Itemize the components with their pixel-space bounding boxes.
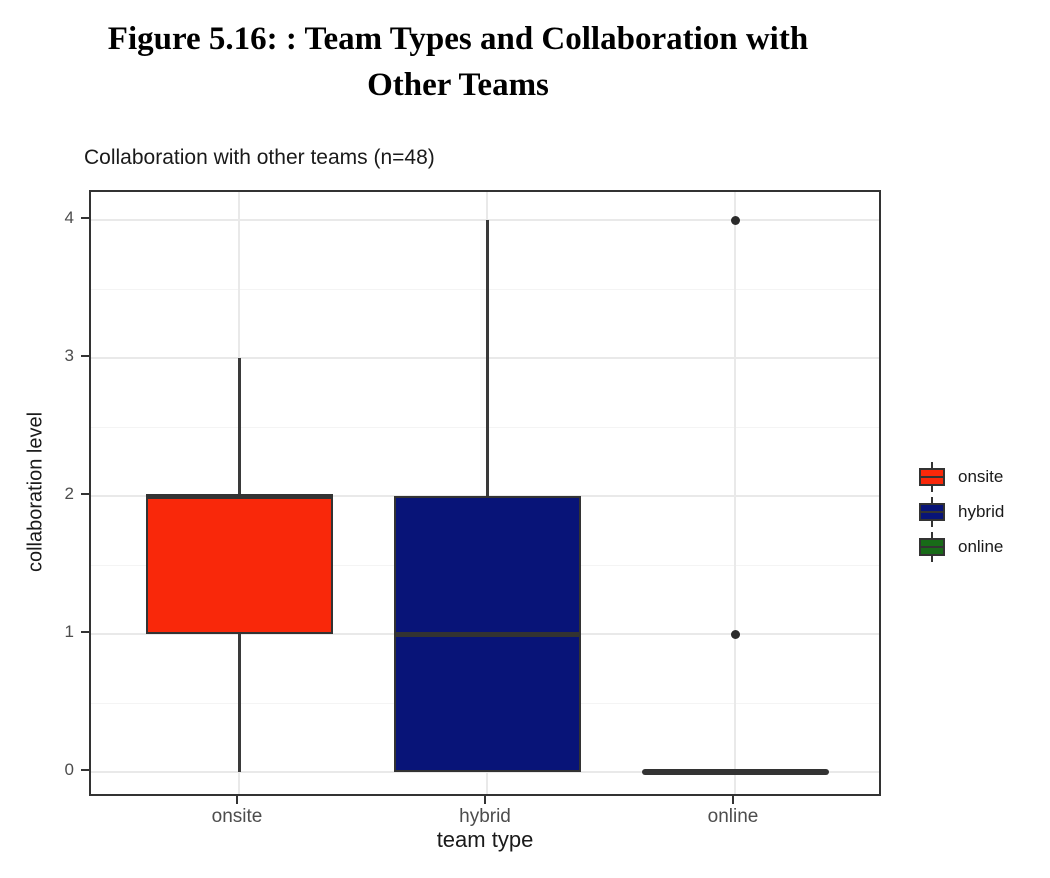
- gridline-major-x: [734, 192, 736, 794]
- median-hybrid: [393, 631, 581, 637]
- y-tick-mark: [81, 217, 89, 219]
- key-median: [921, 545, 943, 548]
- legend-row-onsite: onsite: [919, 459, 1004, 494]
- whisker-upper-onsite: [237, 358, 241, 496]
- legend: onsite hybrid online: [919, 459, 1004, 564]
- y-tick-label: 4: [64, 208, 74, 227]
- x-tick-label: online: [707, 806, 759, 827]
- legend-label-online: online: [958, 536, 1004, 556]
- legend-row-online: online: [919, 529, 1004, 564]
- legend-label-hybrid: hybrid: [958, 501, 1005, 521]
- y-tick-label: 0: [64, 760, 74, 779]
- y-tick-mark: [81, 355, 89, 357]
- x-tick-mark: [732, 796, 734, 804]
- figure-title-line1: Figure 5.16: : Team Types and Collaborat…: [107, 21, 809, 57]
- outlier-point-online: [730, 215, 740, 225]
- figure-title: Figure 5.16: : Team Types and Collaborat…: [0, 16, 916, 108]
- x-tick-label: hybrid: [459, 806, 511, 827]
- gridline-major-y: [91, 771, 879, 773]
- collapsed-box-online: [641, 769, 829, 775]
- y-tick-label: 2: [64, 484, 74, 503]
- key-median: [921, 475, 943, 478]
- x-tick-mark: [484, 796, 486, 804]
- median-onsite: [145, 493, 333, 499]
- boxplot-key-icon: [919, 496, 945, 527]
- boxplot-key-icon: [919, 531, 945, 562]
- boxplot-key-icon: [919, 461, 945, 492]
- x-axis-title: team type: [436, 827, 534, 852]
- whisker-lower-onsite: [237, 634, 241, 772]
- gridline-minor-y: [91, 426, 879, 428]
- y-tick-mark: [81, 493, 89, 495]
- box-onsite: [145, 496, 333, 634]
- gridline-minor-y: [91, 288, 879, 290]
- y-tick-label: 1: [64, 622, 74, 641]
- x-tick-label: onsite: [211, 806, 263, 827]
- plot-panel: [89, 190, 881, 796]
- whisker-upper-hybrid: [485, 220, 489, 496]
- outlier-point-online: [730, 629, 740, 639]
- figure-title-line2: Other Teams: [367, 67, 549, 103]
- legend-label-onsite: onsite: [958, 466, 1004, 486]
- key-median: [921, 510, 943, 513]
- y-tick-mark: [81, 769, 89, 771]
- chart-title: Collaboration with other teams (n=48): [84, 146, 435, 169]
- x-tick-mark: [236, 796, 238, 804]
- gridline-major-y: [91, 357, 879, 359]
- gridline-major-y: [91, 219, 879, 221]
- y-tick-label: 3: [64, 346, 74, 365]
- y-tick-mark: [81, 631, 89, 633]
- legend-row-hybrid: hybrid: [919, 494, 1004, 529]
